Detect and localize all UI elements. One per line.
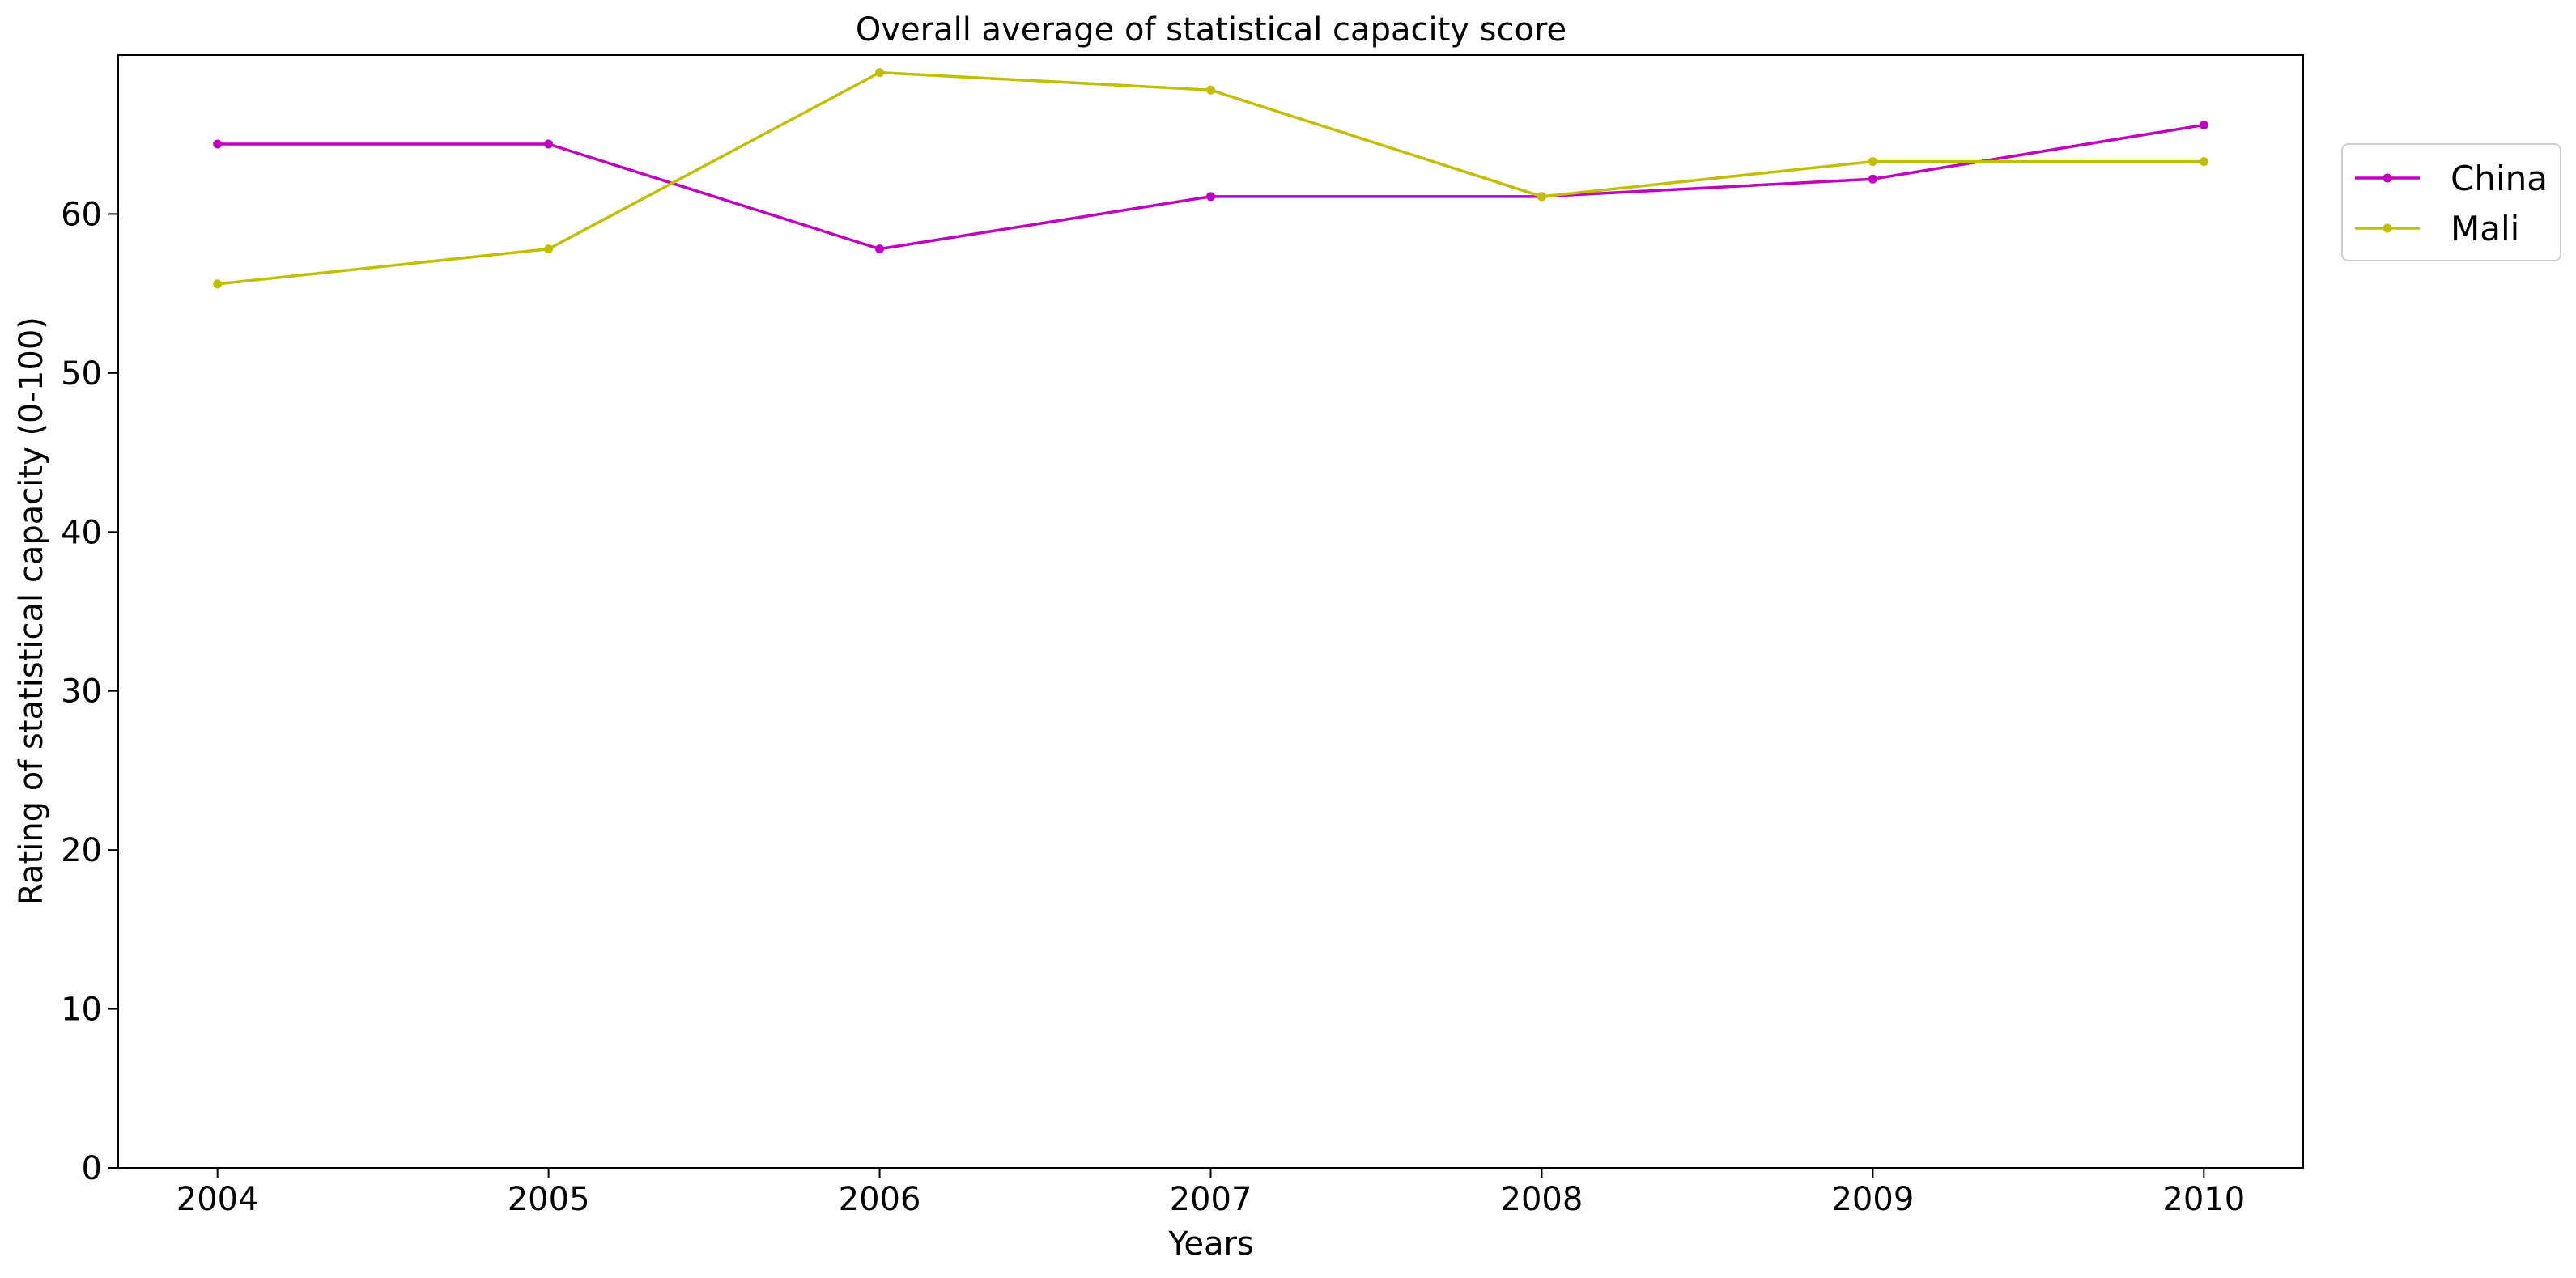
x-tick-label: 2009 xyxy=(1831,1181,1914,1218)
data-point-mali xyxy=(2199,157,2208,167)
legend-box xyxy=(2341,143,2561,261)
x-tick-label: 2006 xyxy=(839,1181,921,1218)
x-tick-label: 2004 xyxy=(176,1181,259,1218)
legend-marker-mali xyxy=(2383,223,2392,233)
data-point-mali xyxy=(1537,192,1546,202)
y-axis: 0 10 20 30 40 50 60 xyxy=(61,196,118,1187)
data-point-mali xyxy=(1868,157,1877,167)
y-tick-label: 60 xyxy=(61,196,102,233)
data-point-mali xyxy=(875,68,885,78)
legend: China Mali xyxy=(2341,143,2561,261)
x-tick-label: 2005 xyxy=(508,1181,590,1218)
data-point-china xyxy=(1868,174,1877,184)
data-point-china xyxy=(875,244,885,254)
legend-marker-china xyxy=(2383,173,2392,183)
series-line-china xyxy=(217,123,2204,251)
y-tick-label: 40 xyxy=(61,514,102,551)
plot-area xyxy=(213,68,2208,289)
y-tick-label: 30 xyxy=(61,673,102,711)
legend-label-mali: Mali xyxy=(2451,209,2519,248)
y-tick-label: 50 xyxy=(61,355,102,393)
data-point-mali xyxy=(213,279,223,289)
x-axis-label: Years xyxy=(1167,1225,1254,1263)
data-point-china xyxy=(1206,192,1215,202)
y-axis-label: Rating of statistical capacity (0-100) xyxy=(13,316,50,906)
plot-frame xyxy=(117,54,2304,1169)
x-tick-label: 2007 xyxy=(1170,1181,1252,1218)
x-tick-label: 2008 xyxy=(1501,1181,1583,1218)
y-tick-label: 20 xyxy=(61,832,102,869)
x-axis: 2004 2005 2006 2007 2008 2009 2010 xyxy=(176,1168,2245,1218)
data-point-china xyxy=(544,139,554,149)
chart-title: Overall average of statistical capacity … xyxy=(856,11,1566,49)
series-line-mali xyxy=(217,70,2204,286)
legend-label-china: China xyxy=(2451,159,2548,198)
data-point-mali xyxy=(544,244,554,254)
y-tick-label: 0 xyxy=(82,1150,102,1187)
data-point-china xyxy=(213,139,223,149)
y-tick-label: 10 xyxy=(61,991,102,1029)
data-point-china xyxy=(2199,120,2208,129)
x-tick-label: 2010 xyxy=(2162,1181,2245,1218)
data-point-mali xyxy=(1206,85,1215,95)
